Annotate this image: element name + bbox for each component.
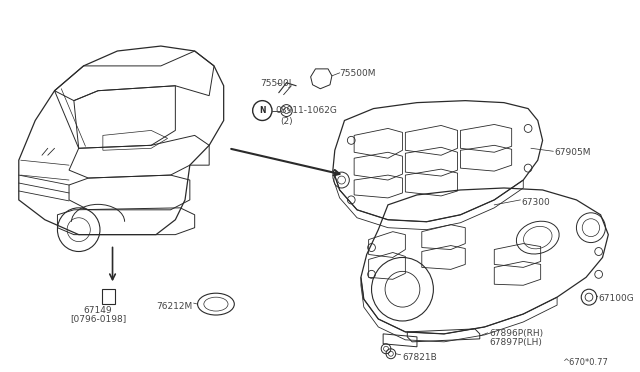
Text: [0796-0198]: [0796-0198] [70, 314, 126, 323]
Text: 67300: 67300 [522, 198, 550, 207]
Text: 75500J: 75500J [260, 79, 292, 88]
Text: 67821B: 67821B [403, 353, 437, 362]
Circle shape [253, 101, 272, 121]
Text: ^670*0.77: ^670*0.77 [563, 357, 608, 367]
Circle shape [281, 105, 292, 116]
Text: 08911-1062G: 08911-1062G [275, 106, 337, 115]
Text: 67149: 67149 [84, 306, 113, 315]
Text: N: N [259, 106, 266, 115]
Text: (2): (2) [280, 116, 293, 125]
Text: 75500M: 75500M [340, 69, 376, 78]
Text: 67897P(LH): 67897P(LH) [490, 338, 542, 347]
Text: 76212M: 76212M [157, 302, 193, 311]
Text: 67896P(RH): 67896P(RH) [490, 329, 543, 338]
Text: 67100G: 67100G [598, 294, 634, 303]
Circle shape [581, 289, 596, 305]
Text: 67905M: 67905M [554, 148, 591, 157]
